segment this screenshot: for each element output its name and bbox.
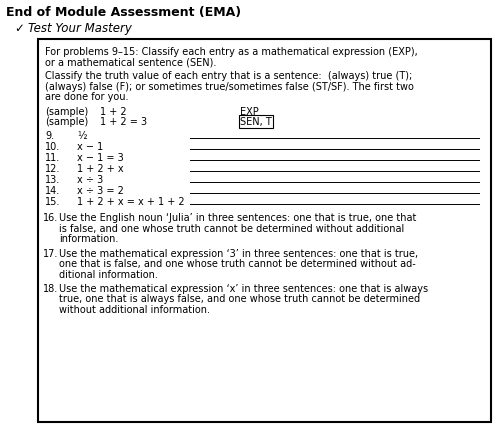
Text: (sample): (sample) [45,107,88,117]
Text: x − 1: x − 1 [77,142,103,152]
Text: Use the mathematical expression ‘x’ in three sentences: one that is always: Use the mathematical expression ‘x’ in t… [59,283,428,293]
Text: x ÷ 3: x ÷ 3 [77,175,103,184]
Text: End of Module Assessment (EMA): End of Module Assessment (EMA) [6,6,241,19]
Text: true, one that is always false, and one whose truth cannot be determined: true, one that is always false, and one … [59,294,420,304]
Text: 14.: 14. [45,186,60,196]
Text: 17.: 17. [43,248,58,258]
Text: Test Your Mastery: Test Your Mastery [28,22,132,35]
Text: Classify the truth value of each entry that is a sentence:  (always) true (T);: Classify the truth value of each entry t… [45,71,412,81]
Text: is false, and one whose truth cannot be determined without additional: is false, and one whose truth cannot be … [59,224,404,233]
Text: x − 1 = 3: x − 1 = 3 [77,153,124,163]
Text: EXP: EXP [240,107,259,117]
FancyBboxPatch shape [38,40,491,422]
Text: 1 + 2 + x = x + 1 + 2: 1 + 2 + x = x + 1 + 2 [77,197,185,207]
Text: 16.: 16. [43,213,58,223]
Text: Use the mathematical expression ‘3’ in three sentences: one that is true,: Use the mathematical expression ‘3’ in t… [59,248,418,258]
Text: 9.: 9. [45,131,54,141]
Text: or a mathematical sentence (SEN).: or a mathematical sentence (SEN). [45,57,217,68]
Text: x ÷ 3 = 2: x ÷ 3 = 2 [77,186,124,196]
Text: Use the English noun ‘Julia’ in three sentences: one that is true, one that: Use the English noun ‘Julia’ in three se… [59,213,416,223]
Text: without additional information.: without additional information. [59,304,210,314]
Text: information.: information. [59,234,118,244]
Text: ditional information.: ditional information. [59,269,158,279]
Text: 1 + 2 = 3: 1 + 2 = 3 [100,117,147,127]
Text: 1 + 2: 1 + 2 [100,107,127,117]
Text: are done for you.: are done for you. [45,92,129,102]
Text: ✓: ✓ [14,22,24,35]
Text: 10.: 10. [45,142,60,152]
Text: (sample): (sample) [45,117,88,127]
Text: (always) false (F); or sometimes true/sometimes false (ST/SF). The first two: (always) false (F); or sometimes true/so… [45,81,414,92]
Text: SEN, T: SEN, T [240,117,272,127]
Text: 13.: 13. [45,175,60,184]
Text: 1 + 2 + x: 1 + 2 + x [77,164,124,174]
Text: ½: ½ [77,131,86,141]
Text: one that is false, and one whose truth cannot be determined without ad-: one that is false, and one whose truth c… [59,258,416,268]
Text: 18.: 18. [43,283,58,293]
Text: 11.: 11. [45,153,60,163]
Text: For problems 9–15: Classify each entry as a mathematical expression (EXP),: For problems 9–15: Classify each entry a… [45,47,418,57]
Text: 15.: 15. [45,197,60,207]
Text: 12.: 12. [45,164,60,174]
